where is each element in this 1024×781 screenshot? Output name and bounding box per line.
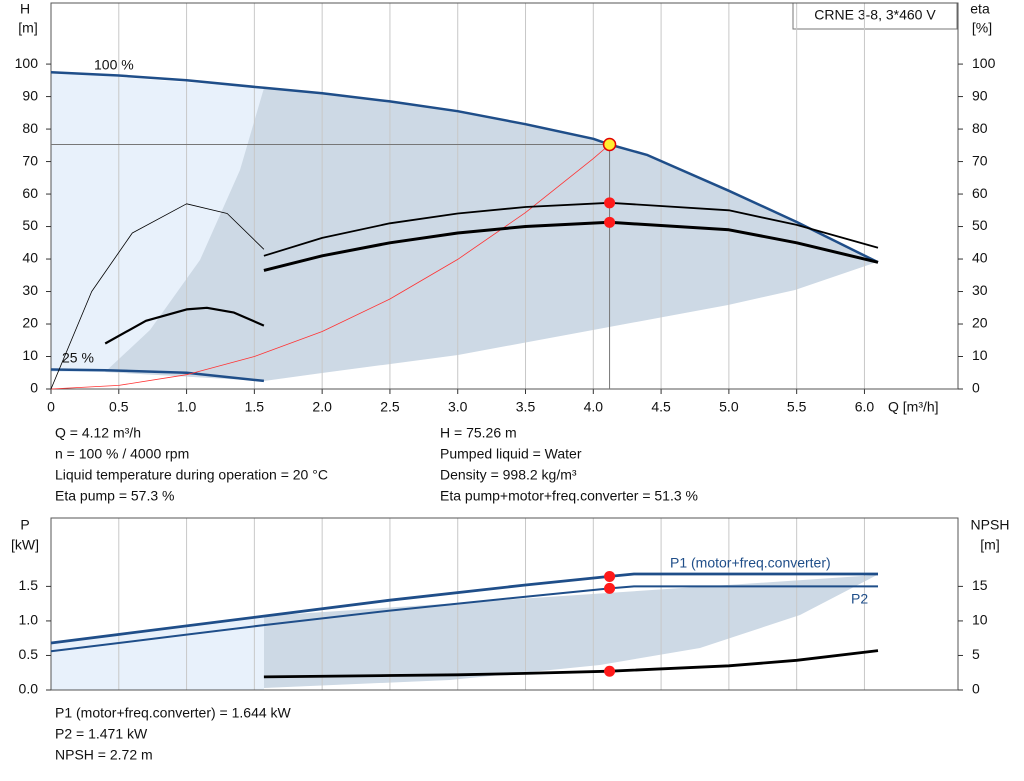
y-tick-label: 80 — [22, 120, 38, 136]
x-tick-label: 1.5 — [245, 399, 265, 415]
y-tick-label: 30 — [22, 282, 38, 298]
operating-point — [604, 197, 616, 209]
y2-axis-label: eta — [970, 1, 990, 17]
y-axis-unit: [m] — [18, 20, 37, 36]
y-tick-label: 40 — [22, 250, 38, 266]
y2-axis-unit: [m] — [980, 537, 999, 553]
x-tick-label: 4.5 — [651, 399, 671, 415]
y-tick-label: 90 — [22, 87, 38, 103]
curve — [104, 306, 265, 345]
x-tick-label: 5.0 — [719, 399, 739, 415]
y-tick-label: 10 — [22, 347, 38, 363]
operating-point — [604, 665, 616, 677]
y-tick-label: 0 — [30, 380, 38, 396]
x-tick-label: 3.0 — [448, 399, 468, 415]
y2-tick-label: 50 — [972, 217, 988, 233]
curve — [50, 70, 879, 264]
y2-tick-label: 10 — [972, 612, 988, 628]
y-tick-label: 20 — [22, 315, 38, 331]
x-tick-label: 0 — [47, 399, 55, 415]
curve — [50, 203, 265, 390]
curve — [50, 144, 610, 390]
x-tick-label: 2.5 — [380, 399, 400, 415]
operating-point — [604, 582, 616, 594]
info-text: H = 75.26 m — [440, 425, 517, 441]
curve — [263, 649, 879, 679]
y-tick-label: 50 — [22, 217, 38, 233]
y-tick-label: 60 — [22, 185, 38, 201]
x-tick-label: 3.5 — [516, 399, 536, 415]
operating-point — [604, 570, 616, 582]
y-axis-unit: [kW] — [11, 537, 39, 553]
x-tick-label: 0.5 — [109, 399, 129, 415]
info-text: Liquid temperature during operation = 20… — [55, 467, 328, 483]
curve-label: P1 (motor+freq.converter) — [670, 555, 831, 571]
curve — [50, 572, 878, 645]
y-tick-label: 0.0 — [19, 681, 39, 697]
info-text: Eta pump+motor+freq.converter = 51.3 % — [440, 488, 698, 504]
x-tick-label: 1.0 — [177, 399, 197, 415]
curve — [263, 220, 879, 272]
curve-label: 25 % — [62, 350, 94, 366]
x-tick-label: 6.0 — [855, 399, 875, 415]
info-text: Pumped liquid = Water — [440, 446, 582, 462]
curve — [50, 585, 878, 653]
curve — [263, 201, 879, 257]
y2-tick-label: 5 — [972, 646, 980, 662]
curve — [50, 368, 265, 383]
plot-frame — [50, 2, 959, 390]
x-tick-label: 5.5 — [787, 399, 807, 415]
y2-tick-label: 10 — [972, 347, 988, 363]
y-tick-label: 1.0 — [19, 612, 39, 628]
y2-tick-label: 60 — [972, 185, 988, 201]
y2-tick-label: 100 — [972, 55, 996, 71]
curve-label: 100 % — [94, 57, 134, 73]
y2-tick-label: 70 — [972, 152, 988, 168]
plot-frame — [50, 517, 959, 691]
y2-tick-label: 0 — [972, 380, 980, 396]
y-axis-label: H — [20, 1, 30, 17]
y-axis-label: P — [20, 517, 29, 533]
y2-tick-label: 90 — [972, 87, 988, 103]
y-tick-label: 1.5 — [19, 577, 39, 593]
x-tick-label: 4.0 — [584, 399, 604, 415]
info-text: P2 = 1.471 kW — [55, 726, 148, 742]
y2-tick-label: 80 — [972, 120, 988, 136]
info-text: Eta pump = 57.3 % — [55, 488, 174, 504]
x-axis-label: Q [m³/h] — [888, 399, 939, 415]
chart-title: CRNE 3-8, 3*460 V — [814, 7, 936, 23]
y2-tick-label: 30 — [972, 282, 988, 298]
title-box — [792, 2, 958, 30]
y2-axis-unit: [%] — [972, 20, 992, 36]
y-tick-label: 0.5 — [19, 646, 39, 662]
info-text: Q = 4.12 m³/h — [55, 425, 141, 441]
power-range-area — [51, 616, 264, 690]
operating-area — [105, 88, 877, 381]
y-tick-label: 100 — [15, 55, 39, 71]
duty-point — [602, 137, 617, 152]
y2-tick-label: 15 — [972, 577, 988, 593]
info-text: n = 100 % / 4000 rpm — [55, 446, 189, 462]
power-operating-area — [264, 575, 877, 688]
y2-tick-label: 0 — [972, 681, 980, 697]
y2-axis-label: NPSH — [971, 517, 1010, 533]
curve-label: P2 — [851, 591, 868, 607]
info-text: P1 (motor+freq.converter) = 1.644 kW — [55, 705, 292, 721]
info-text: NPSH = 2.72 m — [55, 747, 153, 763]
y-tick-label: 70 — [22, 152, 38, 168]
operating-point — [604, 216, 616, 228]
info-text: Density = 998.2 kg/m³ — [440, 467, 577, 483]
y2-tick-label: 20 — [972, 315, 988, 331]
x-tick-label: 2.0 — [312, 399, 332, 415]
y2-tick-label: 40 — [972, 250, 988, 266]
